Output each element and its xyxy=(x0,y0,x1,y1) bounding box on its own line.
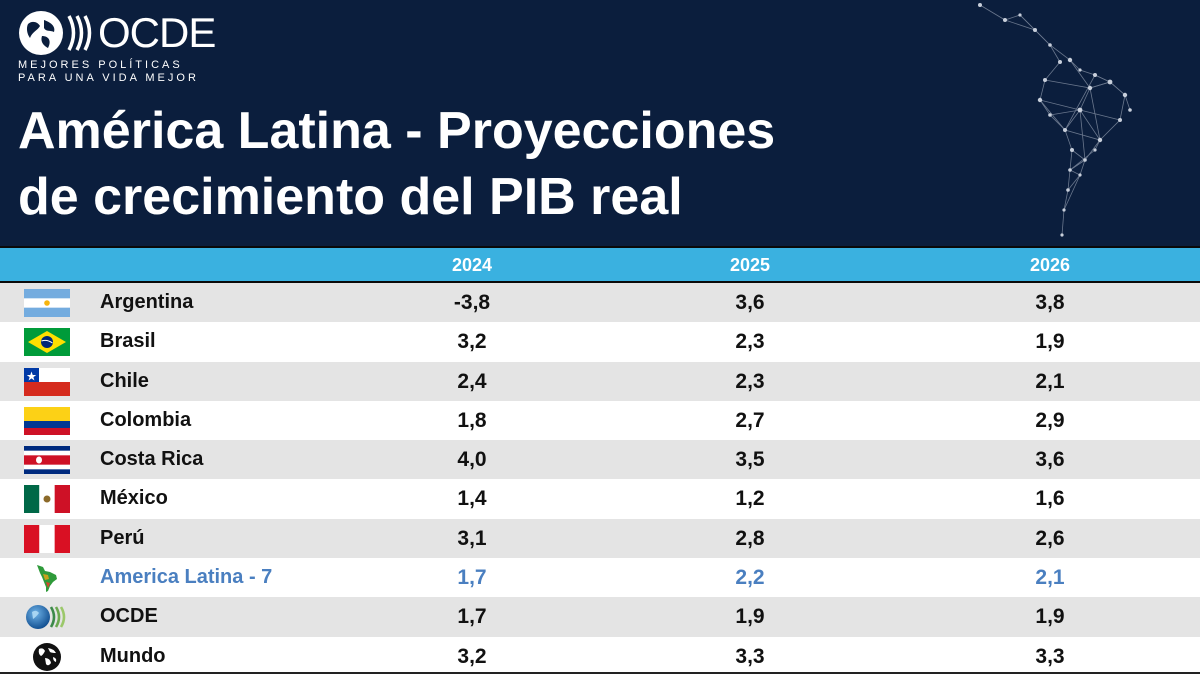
value-2026: 2,6 xyxy=(1035,526,1065,550)
value-2025: 1,2 xyxy=(735,487,765,511)
value-2026: 3,6 xyxy=(1035,448,1065,472)
value-2026: 1,9 xyxy=(1035,605,1065,629)
value-2026: 3,3 xyxy=(1035,644,1065,668)
table-row-ocde: OCDE 1,7 1,9 1,9 xyxy=(0,597,1200,637)
table-row-colombia: Colombia 1,8 2,7 2,9 xyxy=(0,401,1200,440)
row-label: OCDE xyxy=(100,605,158,628)
flag-peru-icon xyxy=(24,524,70,553)
page-title: América Latina - Proyecciones de crecimi… xyxy=(18,98,1018,230)
value-2024: 1,4 xyxy=(457,487,487,511)
column-header-2025: 2025 xyxy=(729,255,771,275)
oecd-logo: OCDE MEJORES POLÍTICAS PARA UNA VIDA MEJ… xyxy=(18,9,216,85)
row-label: Perú xyxy=(100,526,145,549)
value-2025: 2,7 xyxy=(735,408,765,432)
value-2024: 2,4 xyxy=(457,369,487,393)
table-row-argentina: Argentina -3,8 3,6 3,8 xyxy=(0,283,1200,323)
value-2024: 3,1 xyxy=(457,526,487,550)
value-2024: 3,2 xyxy=(457,644,487,668)
oecd-logo-icon xyxy=(26,605,66,630)
column-header-2026: 2026 xyxy=(1029,255,1071,275)
world-globe-icon xyxy=(33,642,61,671)
row-label: Costa Rica xyxy=(100,448,204,471)
tagline-line-1: MEJORES POLÍTICAS xyxy=(18,59,183,71)
row-label: Argentina xyxy=(100,291,194,313)
oecd-globe-icon xyxy=(19,11,63,55)
latin-america-map-icon xyxy=(37,565,57,593)
value-2025: 2,8 xyxy=(735,526,765,550)
value-2026: 3,8 xyxy=(1035,291,1065,314)
table-row-america-latina-7: America Latina - 7 1,7 2,2 2,1 xyxy=(0,558,1200,598)
latin-america-network-map-icon xyxy=(978,3,1132,237)
oecd-wordmark: OCDE xyxy=(98,9,216,56)
value-2025: 2,2 xyxy=(735,566,765,590)
table-row-brasil: Brasil 3,2 2,3 1,9 xyxy=(0,322,1200,361)
header-banner: OCDE MEJORES POLÍTICAS PARA UNA VIDA MEJ… xyxy=(0,0,1200,246)
value-2025: 3,3 xyxy=(735,644,765,668)
row-label: America Latina - 7 xyxy=(100,566,273,589)
value-2024: 1,8 xyxy=(457,408,487,432)
flag-mexico-icon xyxy=(24,485,70,514)
tagline-line-2: PARA UNA VIDA MEJOR xyxy=(18,72,199,84)
row-label: Mundo xyxy=(100,644,166,667)
table-bottom-rule xyxy=(0,672,1200,674)
value-2025: 3,5 xyxy=(735,448,765,472)
value-2024: -3,8 xyxy=(453,291,491,314)
value-2024: 4,0 xyxy=(457,448,487,472)
value-2025: 2,3 xyxy=(735,369,765,393)
flag-colombia-icon xyxy=(24,406,70,435)
value-2026: 2,1 xyxy=(1035,566,1065,590)
table-row-mexico: México 1,4 1,2 1,6 xyxy=(0,479,1200,518)
title-line-2: de crecimiento del PIB real xyxy=(18,168,683,226)
value-2024: 1,7 xyxy=(457,566,487,590)
title-line-1: América Latina - Proyecciones xyxy=(18,102,776,160)
value-2026: 1,6 xyxy=(1035,487,1065,511)
value-2026: 1,9 xyxy=(1035,330,1065,354)
row-label: Chile xyxy=(100,369,149,392)
table-header: 2024 2025 2026 xyxy=(0,246,1200,283)
column-header-2024: 2024 xyxy=(451,255,493,275)
table-body: Argentina -3,8 3,6 3,8 Brasil 3,2 2,3 1,9 Chile 2… xyxy=(0,283,1200,675)
value-2024: 1,7 xyxy=(457,605,487,629)
value-2026: 2,1 xyxy=(1035,369,1065,393)
table-row-chile: Chile 2,4 2,3 2,1 xyxy=(0,361,1200,401)
table-row-costa-rica: Costa Rica 4,0 3,5 3,6 xyxy=(0,440,1200,480)
value-2025: 1,9 xyxy=(735,605,765,629)
oecd-arcs-icon xyxy=(67,15,92,51)
flag-costa-rica-icon xyxy=(24,446,70,475)
value-2025: 2,3 xyxy=(735,330,765,354)
row-label: Colombia xyxy=(100,408,192,431)
value-2026: 2,9 xyxy=(1035,408,1065,432)
row-label: Brasil xyxy=(100,330,156,353)
row-label: México xyxy=(100,487,168,510)
value-2025: 3,6 xyxy=(735,291,765,314)
table-row-peru: Perú 3,1 2,8 2,6 xyxy=(0,518,1200,559)
value-2024: 3,2 xyxy=(457,330,487,354)
flag-brazil-icon xyxy=(24,328,70,357)
table-row-mundo: Mundo 3,2 3,3 3,3 xyxy=(0,637,1200,675)
flag-argentina-icon xyxy=(24,289,70,317)
flag-chile-icon xyxy=(24,367,70,396)
